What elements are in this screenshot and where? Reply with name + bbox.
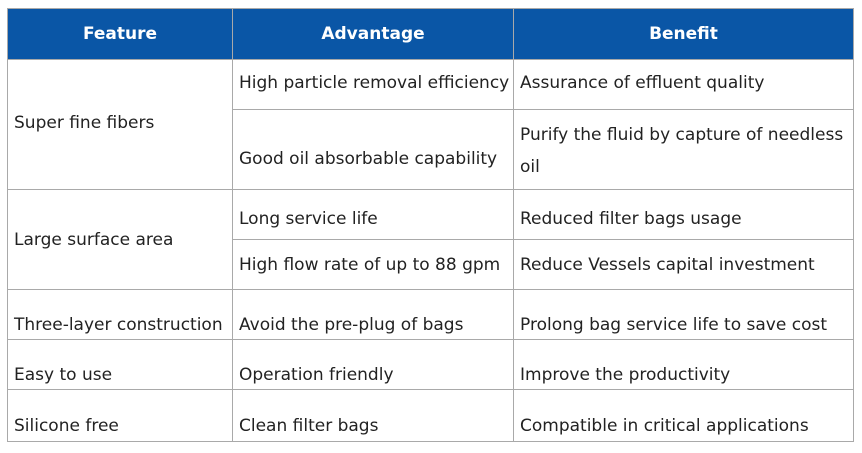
- feature-cell: Silicone free: [7, 389, 233, 442]
- table-row: Easy to use Operation friendly Improve t…: [7, 339, 854, 390]
- benefit-cell: Reduced filter bags usage: [513, 189, 854, 240]
- advantage-cell: Long service life: [232, 189, 514, 240]
- advantage-cell: Clean filter bags: [232, 389, 514, 442]
- header-feature: Feature: [7, 8, 233, 60]
- table-row: Silicone free Clean filter bags Compatib…: [7, 389, 854, 442]
- feature-cell: Large surface area: [7, 189, 233, 290]
- benefit-cell: Assurance of effluent quality: [513, 59, 854, 110]
- advantage-cell: High particle removal efficiency: [232, 59, 514, 110]
- feature-cell: Easy to use: [7, 339, 233, 390]
- benefit-cell: Compatible in critical applications: [513, 389, 854, 442]
- benefit-cell: Reduce Vessels capital investment: [513, 239, 854, 290]
- feature-table-container: Feature Advantage Benefit Super fine fib…: [7, 8, 854, 442]
- feature-advantage-benefit-table: Feature Advantage Benefit Super fine fib…: [7, 8, 854, 442]
- table-row: High flow rate of up to 88 gpm Reduce Ve…: [8, 239, 854, 290]
- feature-cell: Three-layer construction: [7, 289, 233, 340]
- advantage-cell: High flow rate of up to 88 gpm: [232, 239, 514, 290]
- table-row: Super fine fibers High particle removal …: [7, 59, 854, 190]
- header-advantage: Advantage: [232, 8, 514, 60]
- table-row: Good oil absorbable capability Purify th…: [8, 109, 854, 190]
- advantage-cell: Operation friendly: [232, 339, 514, 390]
- header-benefit: Benefit: [513, 8, 854, 60]
- benefit-cell: Purify the fluid by capture of needless …: [513, 109, 854, 190]
- benefit-cell: Improve the productivity: [513, 339, 854, 390]
- advantage-cell: Good oil absorbable capability: [232, 109, 514, 190]
- header-row: Feature Advantage Benefit: [7, 8, 854, 60]
- table-row: Three-layer construction Avoid the pre-p…: [7, 289, 854, 340]
- table-row: Large surface area Long service life Red…: [7, 189, 854, 290]
- advantage-cell: Avoid the pre-plug of bags: [232, 289, 514, 340]
- benefit-cell: Prolong bag service life to save cost: [513, 289, 854, 340]
- feature-cell: Super fine fibers: [7, 59, 233, 190]
